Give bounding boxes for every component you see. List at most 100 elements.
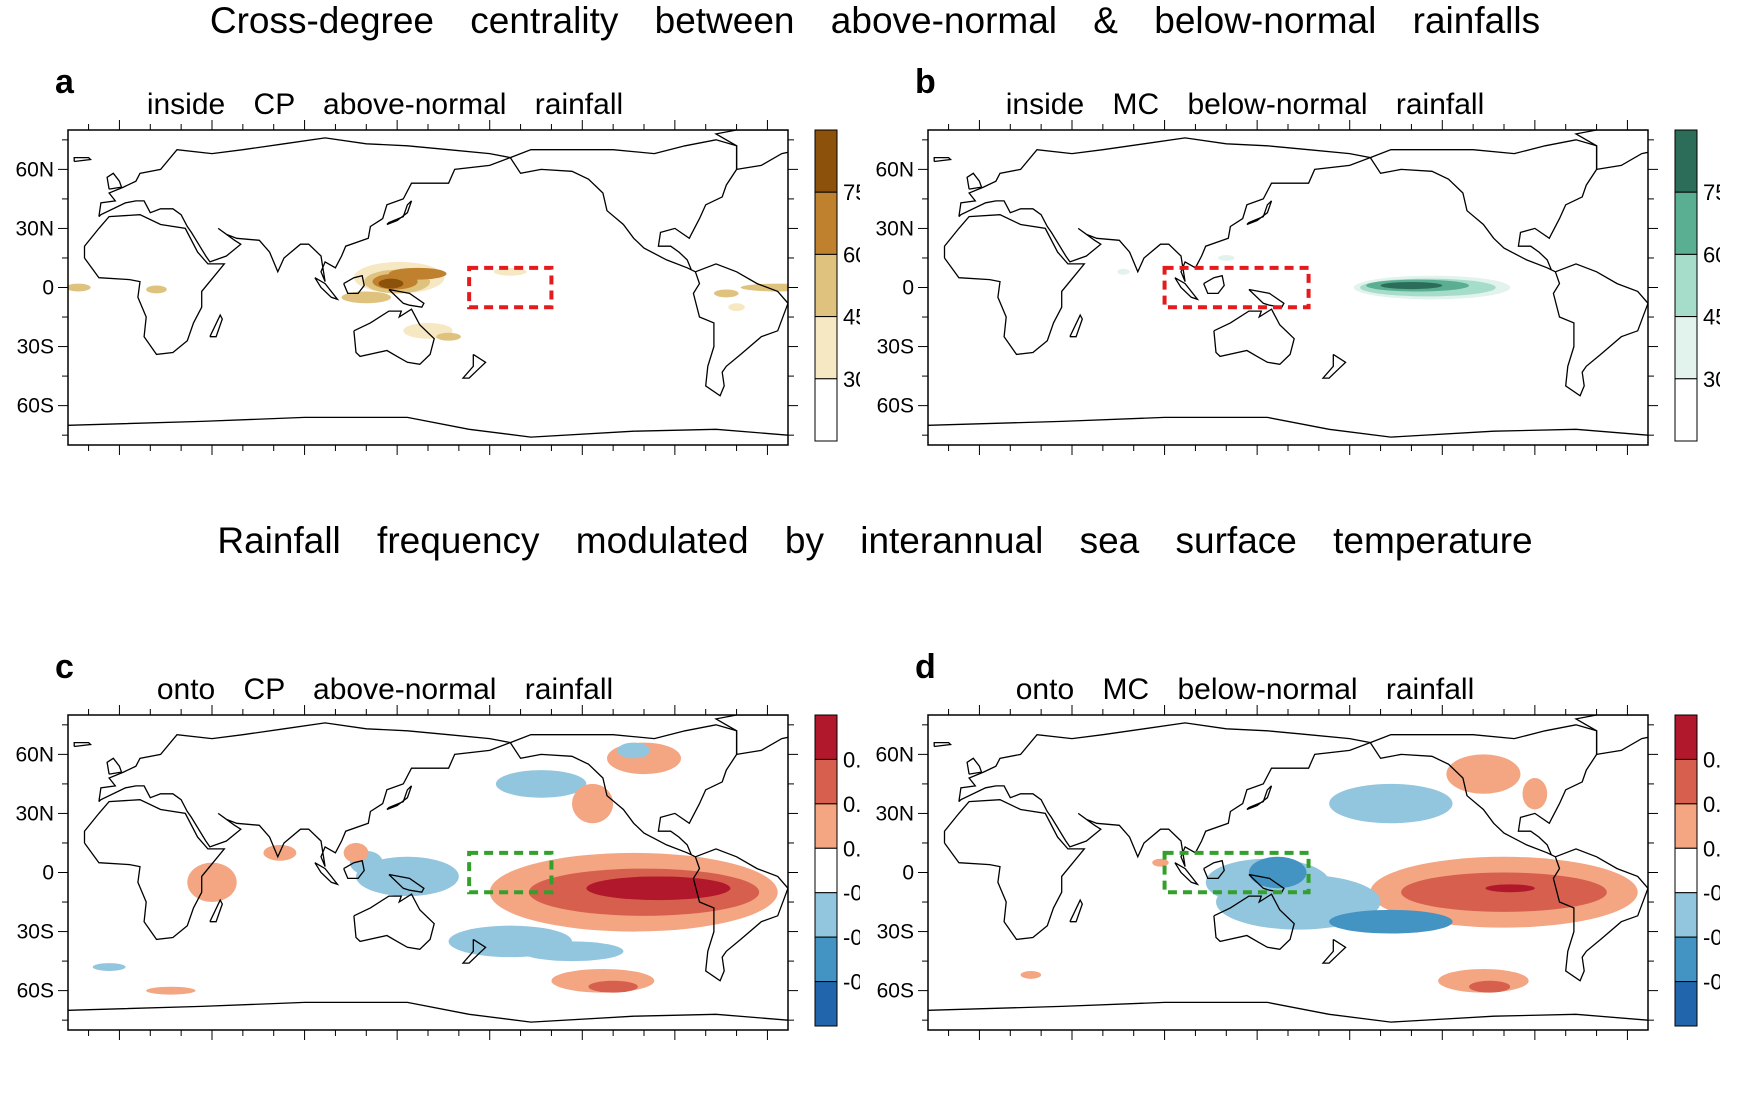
colorbar-label: -0.6 [843,925,860,950]
shading-region [1329,783,1453,824]
panel-subtitle: onto CP above-normal rainfall [156,673,614,706]
shading-region [617,742,651,759]
shading-region [1380,281,1443,290]
colorbar-segment [1674,758,1698,805]
shading-region [1485,884,1535,893]
colorbar-label: 75 [1703,180,1720,205]
coastline [353,308,435,365]
y-tick-label: 0 [42,862,54,885]
y-tick-label: 0 [902,862,914,885]
y-tick-label: 30N [875,217,914,240]
colorbar-label: 60 [843,242,860,267]
shading-region [586,876,731,901]
colorbar-label: -0.4 [1703,881,1720,906]
coastline [1174,862,1200,886]
panel-d: d onto MC below-normal rainfall 045E90E1… [860,640,1720,1040]
colorbar-label: 45 [843,305,860,330]
y-tick-label: 30S [877,336,914,359]
y-tick-label: 60N [875,158,914,181]
shading-region [1248,856,1307,889]
colorbar-segment [1674,191,1698,255]
coastline [461,353,487,379]
coastline [68,416,788,438]
target-region-box [1162,850,1311,895]
y-tick-label: 30S [877,921,914,944]
coastline [1246,200,1273,226]
y-tick-label: 60N [875,743,914,766]
panel-subtitle: inside CP above-normal rainfall [146,88,624,121]
colorbar-segment [814,847,838,894]
panel-letter: c [55,648,74,686]
coastline [461,938,487,964]
panel-letter: d [915,648,936,686]
colorbar-label: 75 [843,180,860,205]
colorbar-segment [814,981,838,1027]
shading-region [495,770,587,798]
coastline [343,274,365,295]
coastline [1069,313,1084,338]
coastline [509,724,738,858]
colorbar-label: 30 [843,367,860,392]
map-svg: 045E90E135E180135W90W45W60N30N030S60S0.8… [15,705,860,1040]
colorbar-label: -0.8 [843,970,860,995]
shading-region [92,963,126,971]
coastline [388,288,425,308]
colorbar-segment [1674,981,1698,1027]
coastline [943,214,1086,356]
colorbar-label: 60 [1703,242,1720,267]
colorbar-segment [1674,892,1698,938]
colorbar-label: 45 [1703,305,1720,330]
colorbar-label: 0.8 [1703,747,1720,772]
coastline [966,172,983,190]
shading-region [1446,754,1521,794]
y-tick-label: 0 [902,277,914,300]
colorbar-label: -0.8 [1703,970,1720,995]
coastline [928,1001,1648,1023]
colorbar-label: 0.4 [843,836,860,861]
colorbar-segment [814,936,838,983]
y-tick-label: 30S [17,336,54,359]
colorbar-label: 0.8 [843,747,860,772]
shading-region [572,783,614,824]
coastline [966,757,983,775]
shading-region [1522,778,1548,810]
coastline [388,873,425,893]
coastline [933,156,953,163]
coastline [98,137,513,282]
coastline [714,715,788,756]
y-tick-label: 60N [15,743,54,766]
coastline [386,200,413,226]
panel-a: a inside CP above-normal rainfall 045E90… [0,55,860,455]
shading-region [1469,980,1511,993]
coastline [343,859,365,880]
coastline [1246,785,1273,811]
colorbar-segment [814,758,838,805]
coastline [314,862,340,886]
shading-region [146,986,196,995]
panel-b: b inside MC below-normal rainfall 045E90… [860,55,1720,455]
coastline [73,741,93,748]
shading-region [1020,970,1042,979]
shading-region [1329,909,1453,934]
target-region-box [1162,265,1311,310]
coastline [83,214,226,356]
coastline [209,313,224,338]
colorbar-label: 0.6 [843,792,860,817]
colorbar-segment [1674,847,1698,894]
colorbar-segment [814,892,838,938]
panel-letter: a [55,63,74,101]
shading-region [341,291,391,304]
coastline [933,741,953,748]
bottom-section-title: Rainfall frequency modulated by interann… [217,520,1533,561]
y-tick-label: 60S [877,395,914,418]
colorbar-label: 30 [1703,367,1720,392]
colorbar-segment [1674,936,1698,983]
y-tick-label: 30S [17,921,54,944]
coastline [1321,353,1347,379]
colorbar-segment [1674,253,1698,318]
panel-subtitle: inside MC below-normal rainfall [1005,88,1485,121]
colorbar-segment [814,316,838,380]
shading-region [1218,255,1235,261]
coastline [106,757,123,775]
map-svg: 045E90E135E180135W90W45W60N30N030S60S0.8… [875,705,1720,1040]
